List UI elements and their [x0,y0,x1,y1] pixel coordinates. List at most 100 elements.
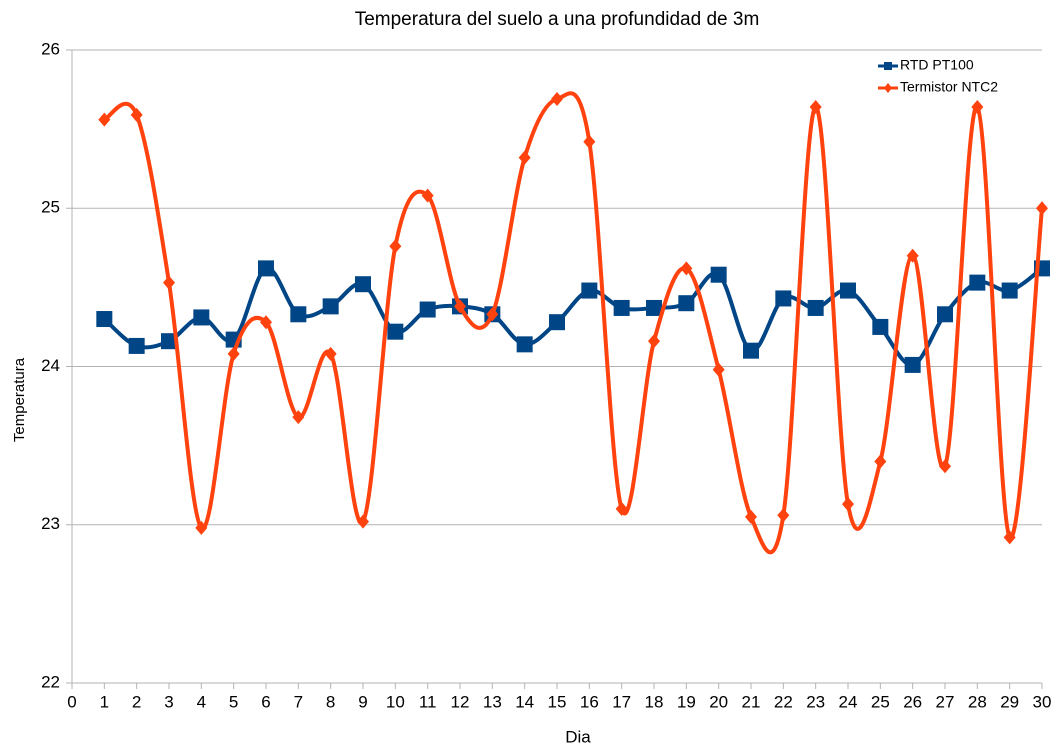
x-tick-label: 24 [839,692,858,711]
marker [939,459,951,474]
marker [389,239,402,254]
y-axis-label: Temperatura [11,357,28,442]
x-tick-label: 26 [903,692,922,711]
marker [1003,530,1016,545]
marker [387,323,404,340]
marker [98,112,111,127]
marker [904,356,921,373]
marker [583,134,596,149]
marker [777,508,790,523]
marker [872,318,889,335]
marker [516,336,533,353]
marker [322,298,339,315]
chart-title: Temperatura del suelo a una profundidad … [355,9,760,30]
marker [486,307,499,322]
marker [1036,201,1048,216]
x-tick-label: 14 [515,692,534,711]
marker [840,282,856,299]
x-tick-label: 20 [709,692,728,711]
marker [646,299,662,316]
marker [163,275,175,290]
marker [161,333,177,350]
x-axis-label: Dia [565,727,591,746]
marker [775,290,792,307]
marker [518,150,531,165]
series-line [103,91,1044,555]
x-tick-label: 13 [483,692,502,711]
x-tick-label: 2 [132,692,141,711]
marker [712,362,725,377]
x-tick-label: 16 [580,692,599,711]
marker [1001,282,1018,299]
y-tick-label: 23 [41,514,60,533]
marker [710,266,727,283]
marker [809,99,822,114]
marker [971,99,984,114]
marker [549,314,565,331]
marker [195,520,208,535]
x-tick-label: 29 [1000,692,1019,711]
y-tick-label: 26 [41,39,60,58]
x-tick-label: 9 [358,692,367,711]
legend-label: Termistor NTC2 [900,79,998,95]
marker [613,299,630,316]
x-tick-label: 19 [677,692,696,711]
legend-marker [884,83,892,93]
marker [421,188,434,203]
marker [551,92,563,107]
marker [324,346,337,361]
x-tick-label: 5 [229,692,238,711]
marker [678,295,695,312]
x-tick-label: 15 [548,692,567,711]
x-tick-label: 25 [871,692,890,711]
x-tick-label: 1 [100,692,109,711]
marker [937,306,953,323]
x-tick-label: 30 [1033,692,1052,711]
marker [969,274,986,291]
x-tick-label: 21 [742,692,761,711]
marker [96,311,113,328]
marker [227,346,240,361]
x-tick-label: 4 [197,692,206,711]
marker [874,454,887,469]
marker [454,299,466,314]
x-tick-label: 6 [261,692,270,711]
marker [581,282,598,299]
y-tick-label: 24 [41,356,60,375]
marker [419,301,436,318]
y-tick-label: 22 [41,672,60,691]
x-tick-label: 18 [645,692,664,711]
marker [357,514,369,529]
legend-marker [884,62,892,70]
marker [193,309,210,326]
marker [743,342,759,359]
marker [292,410,305,425]
x-tick-label: 12 [451,692,470,711]
x-tick-label: 3 [164,692,173,711]
marker [745,509,757,524]
marker [290,306,307,323]
marker [128,337,145,354]
x-tick-label: 23 [806,692,825,711]
y-tick-label: 25 [41,198,60,217]
x-tick-label: 11 [419,692,437,711]
marker [842,497,854,512]
x-tick-label: 27 [936,692,955,711]
legend-label: RTD PT100 [900,57,974,73]
x-tick-label: 7 [294,692,303,711]
marker [906,248,919,263]
x-tick-label: 28 [968,692,987,711]
x-tick-label: 22 [774,692,793,711]
marker [258,260,274,277]
marker [648,334,660,349]
marker [260,315,272,330]
marker [807,299,824,316]
x-tick-label: 0 [67,692,76,711]
marker [130,107,143,122]
x-tick-label: 17 [612,692,631,711]
marker [615,501,628,516]
x-tick-label: 10 [386,692,405,711]
marker [680,261,693,276]
x-tick-label: 8 [326,692,335,711]
